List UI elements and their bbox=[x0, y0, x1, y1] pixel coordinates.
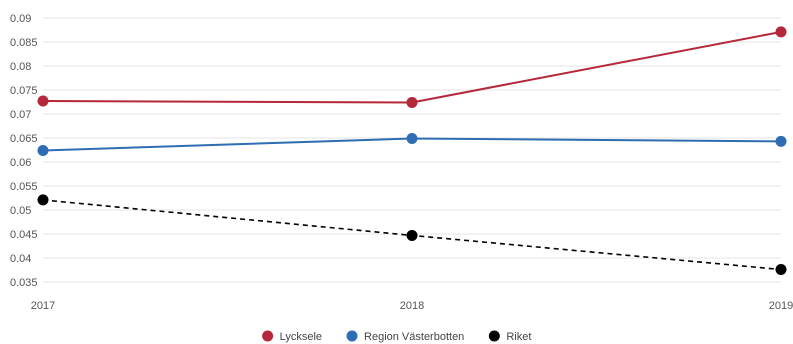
data-point bbox=[775, 135, 787, 147]
legend-marker bbox=[346, 330, 358, 342]
grid bbox=[43, 17, 781, 283]
y-tick-label: 0.08 bbox=[10, 61, 31, 73]
data-point bbox=[406, 132, 418, 144]
y-tick-label: 0.05 bbox=[10, 205, 31, 217]
legend-label: Region Västerbotten bbox=[364, 331, 464, 343]
data-point bbox=[775, 26, 787, 38]
x-tick-label: 2019 bbox=[769, 300, 793, 312]
data-point bbox=[775, 264, 787, 276]
legend-item: Lycksele bbox=[262, 330, 322, 343]
legend-label: Riket bbox=[506, 331, 531, 343]
data-point bbox=[37, 144, 49, 156]
y-tick-label: 0.07 bbox=[10, 109, 31, 121]
legend-marker bbox=[262, 330, 274, 342]
data-point bbox=[406, 96, 418, 108]
y-tick-label: 0.09 bbox=[10, 13, 31, 25]
x-tick-label: 2018 bbox=[400, 300, 424, 312]
y-tick-label: 0.065 bbox=[10, 133, 38, 145]
y-tick-label: 0.06 bbox=[10, 157, 31, 169]
legend: Lycksele Region Västerbotten Riket bbox=[262, 330, 531, 343]
series-region-v-sterbotten bbox=[37, 132, 787, 156]
legend-label: Lycksele bbox=[280, 331, 322, 343]
series-lycksele bbox=[37, 26, 787, 108]
series-riket bbox=[37, 194, 787, 276]
y-tick-label: 0.085 bbox=[10, 37, 38, 49]
y-tick-label: 0.055 bbox=[10, 181, 38, 193]
y-tick-label: 0.035 bbox=[10, 277, 38, 289]
data-point bbox=[37, 95, 49, 107]
data-point bbox=[37, 194, 49, 206]
series bbox=[37, 26, 787, 276]
legend-item: Region Västerbotten bbox=[346, 330, 464, 343]
x-tick-label: 2017 bbox=[31, 300, 55, 312]
y-axis: 0.035 0.04 0.045 0.05 0.055 0.06 0.065 0.07 0.07… bbox=[10, 13, 38, 289]
series-line bbox=[42, 30, 782, 104]
y-tick-label: 0.04 bbox=[10, 253, 31, 265]
y-tick-label: 0.045 bbox=[10, 229, 38, 241]
data-point bbox=[406, 229, 418, 241]
legend-marker bbox=[488, 330, 500, 342]
x-axis: 2017 2018 2019 bbox=[31, 300, 793, 312]
legend-item: Riket bbox=[488, 330, 531, 343]
y-tick-label: 0.075 bbox=[10, 85, 38, 97]
